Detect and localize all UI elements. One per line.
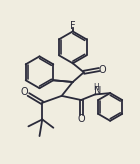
Text: N: N [94, 86, 101, 96]
Text: O: O [20, 87, 28, 97]
Text: O: O [99, 64, 106, 74]
Text: H: H [93, 83, 99, 92]
Text: F: F [70, 21, 76, 31]
Text: O: O [77, 114, 85, 124]
